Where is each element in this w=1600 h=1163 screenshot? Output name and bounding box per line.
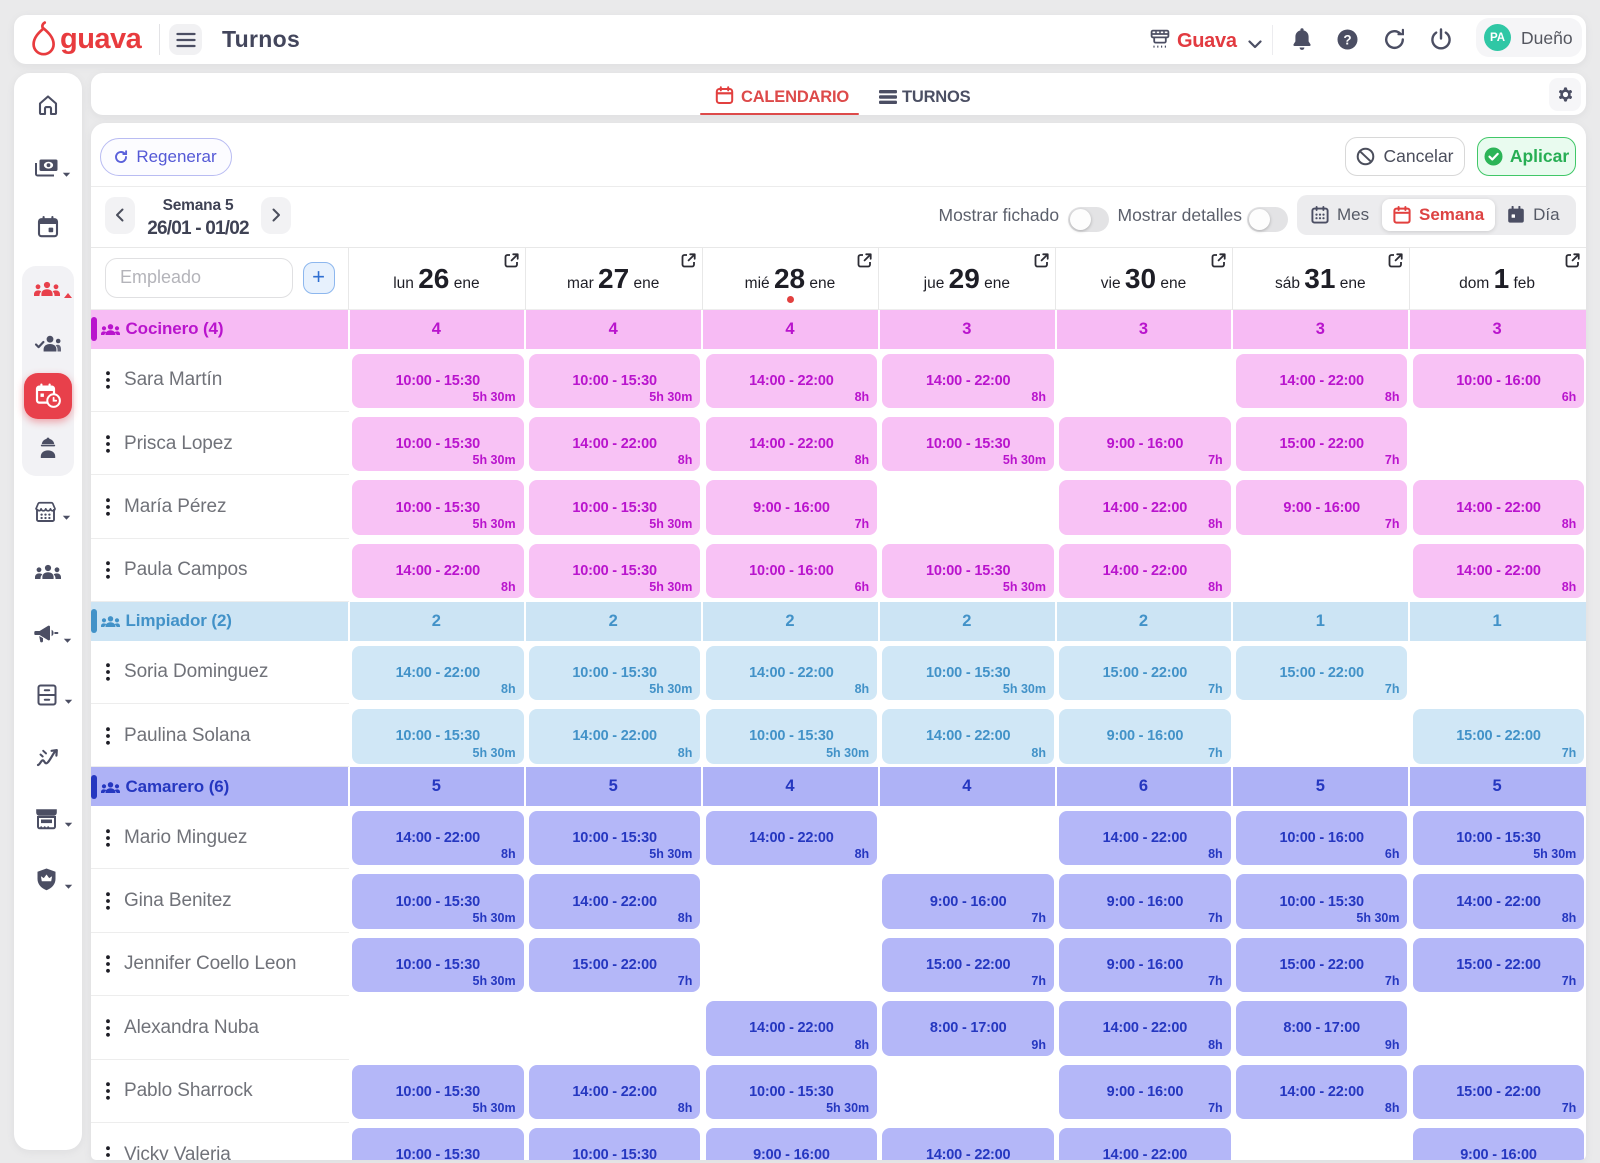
svg-text:?: ? <box>1343 32 1351 47</box>
